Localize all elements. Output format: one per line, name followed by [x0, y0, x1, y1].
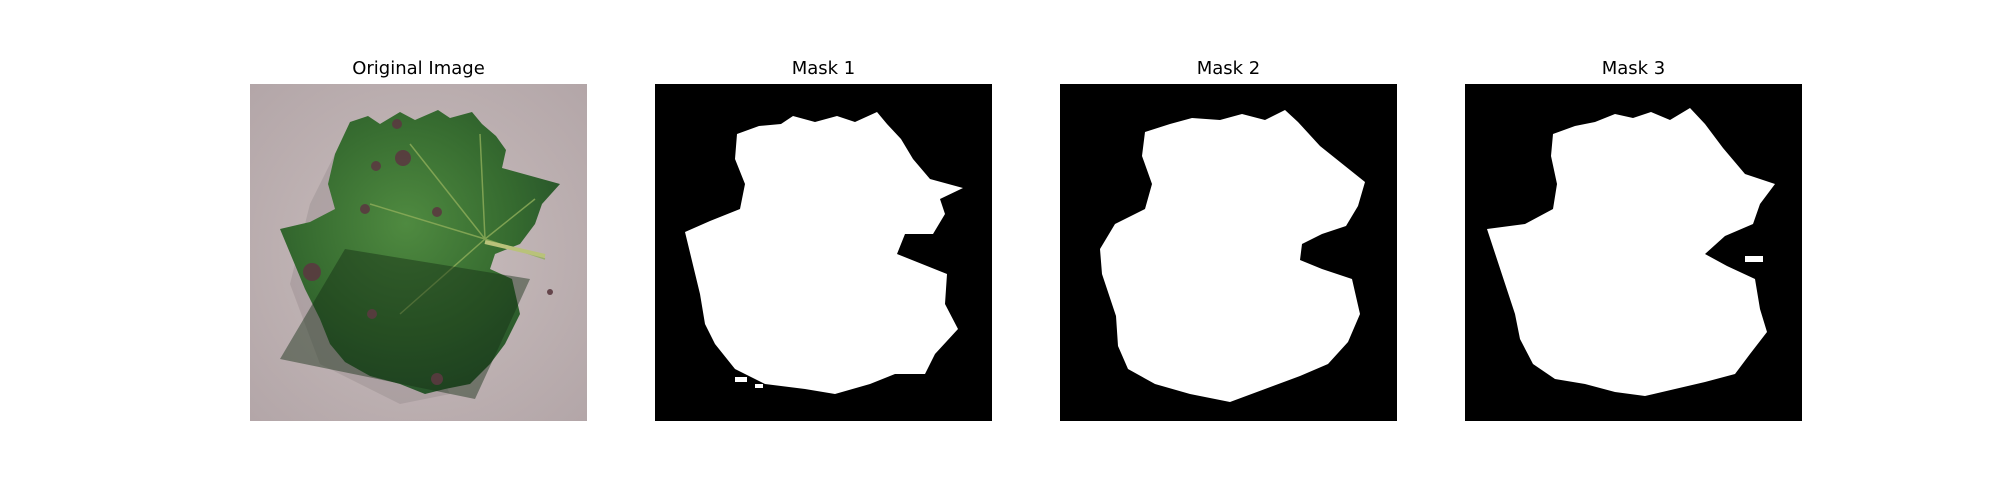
mask-3-panel: Mask 3 [1465, 0, 1802, 500]
mask-3-image [1465, 84, 1802, 421]
mask-1-title: Mask 1 [791, 58, 856, 79]
original-image-title: Original Image [352, 58, 485, 79]
mask-2-panel: Mask 2 [1060, 0, 1397, 500]
mask-2-image [1060, 84, 1397, 421]
original-image-panel: Original Image [250, 0, 587, 500]
mask-3-title: Mask 3 [1601, 58, 1666, 79]
mask-1-panel: Mask 1 [655, 0, 992, 500]
mask-1-image [655, 84, 992, 421]
leaf-photo [250, 84, 587, 421]
mask-2-title: Mask 2 [1196, 58, 1261, 79]
